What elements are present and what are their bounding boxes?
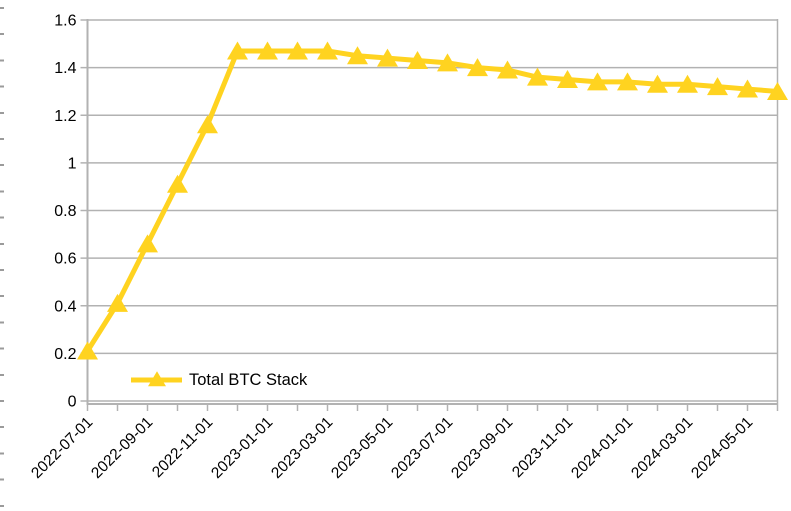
x-axis-tick-label: 2023-05-01 [328,414,396,482]
triangle-marker-icon [467,58,488,77]
x-axis-tick-label: 2024-05-01 [688,414,756,482]
legend-series-marker [131,370,182,390]
triangle-marker-icon [737,79,758,98]
triangle-marker-icon [527,67,548,86]
y-axis-tick-label: 0.8 [54,203,76,220]
y-axis-tick-label: 0.2 [54,346,76,363]
x-axis-tick-label: 2022-11-01 [149,414,216,481]
x-axis-tick-label: 2023-11-01 [509,414,576,481]
y-axis-tick-label: 0 [68,394,77,411]
series-markers [77,41,788,360]
y-axis-tick-label: 1.4 [54,60,76,77]
legend-triangle-icon [147,371,166,387]
spreadsheet-row-tick-marks [0,7,4,510]
x-axis-tick-label: 2022-09-01 [88,414,156,482]
x-axis-tick-label: 2023-09-01 [448,414,516,482]
triangle-marker-icon [317,41,338,60]
triangle-marker-icon [617,72,638,91]
x-axis-tick-label: 2023-03-01 [268,414,336,482]
y-axis-ticks-and-labels: 0 0.2 0.4 0.6 0.8 1 1.2 1.4 1.6 [54,13,88,411]
x-axis-tick-label: 2022-07-01 [28,414,96,482]
triangle-marker-icon [497,60,518,79]
triangle-marker-icon [557,70,578,89]
triangle-marker-icon [707,77,728,96]
y-axis-tick-label: 0.4 [54,298,76,315]
triangle-marker-icon [647,74,668,93]
triangle-marker-icon [347,46,368,65]
x-axis-tick-label: 2024-03-01 [628,414,696,482]
triangle-marker-icon [77,341,98,360]
triangle-marker-icon [407,50,428,69]
x-axis-ticks-and-labels: 2022-07-012022-09-012022-11-012023-01-01… [28,404,779,482]
x-axis-tick-label: 2024-01-01 [568,414,636,482]
triangle-marker-icon [257,41,278,60]
triangle-marker-icon [377,48,398,67]
triangle-marker-icon [137,234,158,253]
triangle-marker-icon [227,41,248,60]
x-axis-tick-label: 2023-07-01 [388,414,456,482]
triangle-marker-icon [767,81,788,100]
y-axis-tick-label: 0.6 [54,251,76,268]
triangle-marker-icon [677,74,698,93]
y-axis-tick-label: 1 [68,155,77,172]
y-axis-tick-label: 1.2 [54,108,76,125]
triangle-marker-icon [167,174,188,193]
triangle-marker-icon [197,115,218,134]
y-gridlines [87,19,778,402]
triangle-marker-icon [437,53,458,72]
chart-legend: Total BTC Stack [131,369,307,391]
legend-label: Total BTC Stack [189,371,308,389]
triangle-marker-icon [107,293,128,312]
x-axis-tick-label: 2023-01-01 [208,414,276,482]
y-axis-tick-label: 1.6 [54,13,76,30]
triangle-marker-icon [287,41,308,60]
triangle-marker-icon [587,72,608,91]
